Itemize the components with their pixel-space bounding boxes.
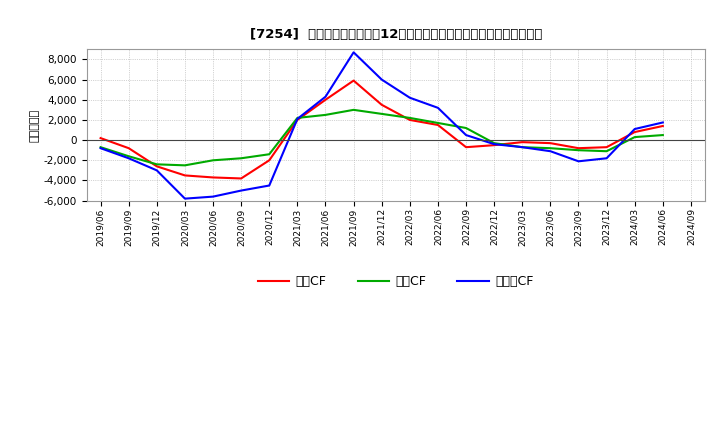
フリーCF [153,168,161,173]
営業CF [433,122,442,128]
投資CF [125,154,133,159]
営業CF [96,136,105,141]
投資CF [265,152,274,157]
Legend: 営業CF, 投資CF, フリーCF: 営業CF, 投資CF, フリーCF [253,271,539,293]
営業CF [209,175,217,180]
投資CF [659,132,667,138]
営業CF [574,146,582,151]
営業CF [293,117,302,123]
投資CF [321,112,330,117]
営業CF [603,144,611,150]
フリーCF [574,159,582,164]
フリーCF [96,146,105,151]
フリーCF [349,50,358,55]
投資CF [546,146,554,151]
営業CF [490,143,498,148]
営業CF [518,139,526,145]
投資CF [603,149,611,154]
投資CF [293,115,302,121]
営業CF [349,78,358,83]
投資CF [574,147,582,153]
フリーCF [631,126,639,132]
フリーCF [546,149,554,154]
フリーCF [518,144,526,150]
フリーCF [237,188,246,193]
営業CF [659,123,667,128]
投資CF [96,144,105,150]
フリーCF [209,194,217,199]
営業CF [462,144,470,150]
投資CF [462,125,470,131]
営業CF [631,129,639,135]
フリーCF [265,183,274,188]
営業CF [125,146,133,151]
営業CF [321,97,330,103]
投資CF [209,158,217,163]
フリーCF [433,105,442,110]
Y-axis label: （百万円）: （百万円） [30,108,40,142]
営業CF [265,158,274,163]
投資CF [518,144,526,150]
投資CF [490,140,498,146]
投資CF [181,163,189,168]
投資CF [631,135,639,140]
フリーCF [321,94,330,99]
フリーCF [603,156,611,161]
投資CF [153,161,161,167]
営業CF [181,173,189,178]
営業CF [153,164,161,169]
営業CF [237,176,246,181]
フリーCF [125,156,133,161]
営業CF [546,140,554,146]
フリーCF [659,120,667,125]
投資CF [237,156,246,161]
Line: フリーCF: フリーCF [101,52,663,198]
営業CF [377,102,386,107]
投資CF [377,111,386,117]
フリーCF [181,196,189,201]
フリーCF [490,142,498,147]
投資CF [405,115,414,121]
投資CF [433,120,442,125]
フリーCF [293,116,302,121]
フリーCF [462,132,470,138]
Line: 営業CF: 営業CF [101,81,663,179]
Line: 投資CF: 投資CF [101,110,663,165]
営業CF [405,117,414,123]
フリーCF [405,95,414,100]
投資CF [349,107,358,113]
Title: [7254]  キャッシュフローの12か月移動合計の対前年同期増減額の推移: [7254] キャッシュフローの12か月移動合計の対前年同期増減額の推移 [250,28,542,41]
フリーCF [377,77,386,82]
